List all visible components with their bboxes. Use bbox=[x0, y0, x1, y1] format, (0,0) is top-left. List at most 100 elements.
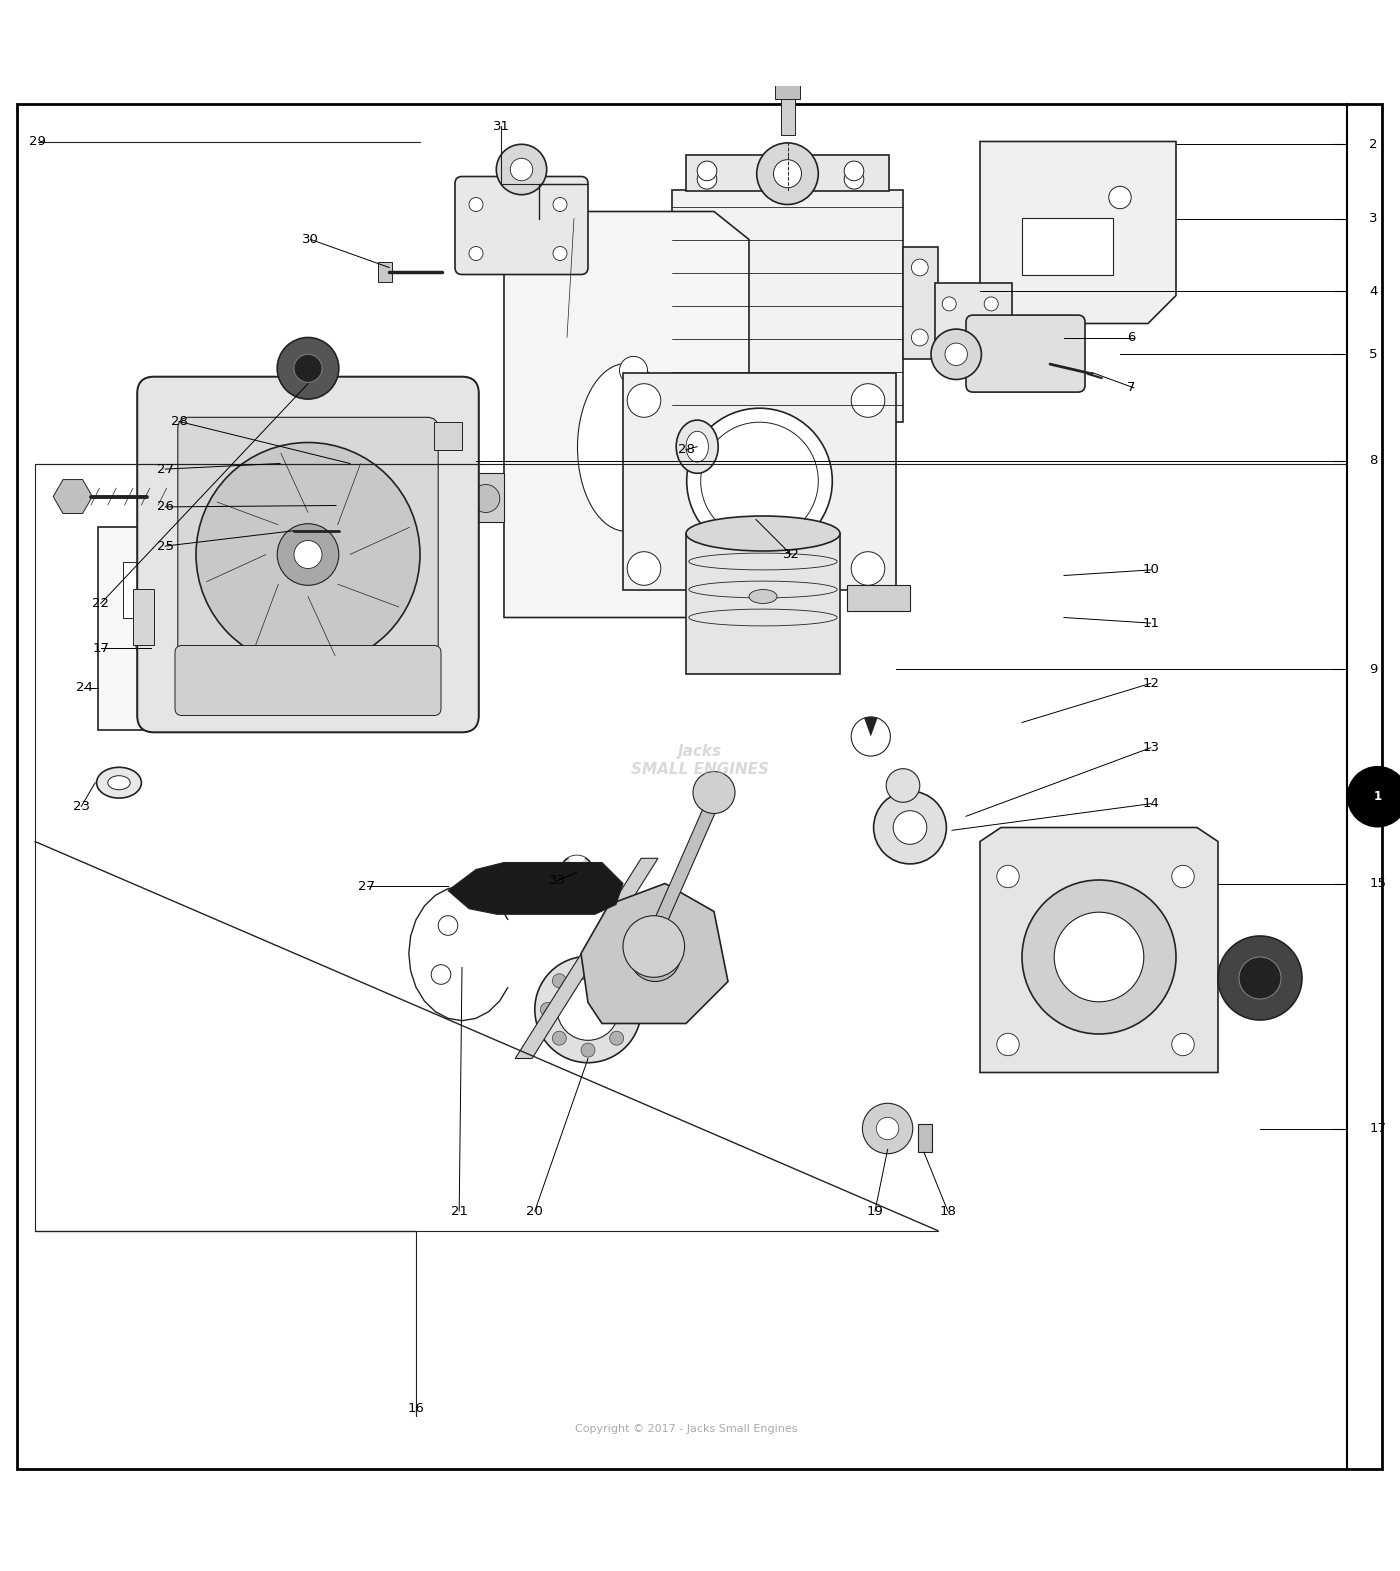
FancyBboxPatch shape bbox=[137, 377, 479, 732]
Circle shape bbox=[627, 383, 661, 418]
Ellipse shape bbox=[211, 630, 237, 661]
Circle shape bbox=[1218, 936, 1302, 1020]
Circle shape bbox=[687, 408, 833, 555]
Polygon shape bbox=[515, 858, 658, 1059]
Circle shape bbox=[552, 974, 566, 988]
Text: 26: 26 bbox=[157, 501, 174, 514]
Polygon shape bbox=[581, 883, 728, 1023]
Circle shape bbox=[610, 1031, 624, 1045]
Circle shape bbox=[844, 170, 864, 189]
Text: 13: 13 bbox=[1142, 742, 1159, 754]
Circle shape bbox=[553, 198, 567, 212]
Bar bbox=[776, 85, 801, 99]
Circle shape bbox=[697, 170, 717, 189]
Bar bbox=[672, 190, 903, 421]
Circle shape bbox=[277, 523, 339, 586]
Text: 18: 18 bbox=[939, 1205, 956, 1218]
Wedge shape bbox=[864, 716, 878, 737]
Text: 14: 14 bbox=[1142, 796, 1159, 811]
Circle shape bbox=[1172, 866, 1194, 888]
Circle shape bbox=[354, 467, 416, 528]
Circle shape bbox=[552, 1031, 566, 1045]
Circle shape bbox=[277, 338, 339, 399]
Circle shape bbox=[942, 297, 956, 311]
Bar bbox=[633, 239, 672, 366]
Circle shape bbox=[371, 484, 399, 512]
Circle shape bbox=[874, 792, 946, 864]
Circle shape bbox=[294, 355, 322, 382]
Ellipse shape bbox=[337, 457, 357, 485]
Polygon shape bbox=[980, 828, 1218, 1073]
Circle shape bbox=[1172, 1034, 1194, 1056]
Ellipse shape bbox=[326, 445, 368, 500]
Text: 17: 17 bbox=[92, 643, 109, 655]
Text: 6: 6 bbox=[1127, 331, 1135, 344]
FancyBboxPatch shape bbox=[966, 316, 1085, 393]
Circle shape bbox=[560, 856, 594, 889]
Circle shape bbox=[431, 965, 451, 985]
Circle shape bbox=[510, 159, 532, 181]
Circle shape bbox=[622, 1002, 636, 1016]
Circle shape bbox=[893, 811, 927, 844]
Circle shape bbox=[472, 484, 500, 512]
Text: 3: 3 bbox=[1369, 212, 1378, 225]
Circle shape bbox=[496, 145, 546, 195]
Text: 28: 28 bbox=[678, 443, 694, 456]
Circle shape bbox=[911, 328, 928, 346]
Bar bbox=[686, 534, 840, 674]
Circle shape bbox=[630, 932, 680, 982]
Ellipse shape bbox=[686, 432, 708, 462]
Text: 4: 4 bbox=[1369, 284, 1378, 298]
Bar bbox=[781, 99, 795, 135]
Circle shape bbox=[697, 162, 717, 181]
Text: 21: 21 bbox=[451, 1205, 468, 1218]
Wedge shape bbox=[568, 856, 585, 872]
Circle shape bbox=[553, 247, 567, 261]
Text: 32: 32 bbox=[783, 548, 799, 561]
Bar bbox=[123, 561, 162, 617]
Ellipse shape bbox=[749, 589, 777, 603]
Text: 15: 15 bbox=[1369, 877, 1386, 891]
FancyBboxPatch shape bbox=[455, 176, 588, 275]
Circle shape bbox=[610, 974, 624, 988]
Circle shape bbox=[196, 443, 420, 666]
Bar bbox=[469, 473, 504, 522]
Bar bbox=[378, 262, 392, 281]
Circle shape bbox=[701, 423, 818, 540]
Bar bbox=[903, 247, 938, 358]
Bar bbox=[918, 1125, 932, 1152]
Circle shape bbox=[693, 771, 735, 814]
Circle shape bbox=[623, 916, 685, 977]
Text: 10: 10 bbox=[1142, 564, 1159, 577]
Circle shape bbox=[997, 1034, 1019, 1056]
FancyBboxPatch shape bbox=[178, 418, 438, 691]
Text: 25: 25 bbox=[157, 539, 174, 553]
Circle shape bbox=[557, 979, 619, 1040]
Circle shape bbox=[581, 1043, 595, 1057]
Circle shape bbox=[540, 1002, 554, 1016]
Circle shape bbox=[851, 383, 885, 418]
Circle shape bbox=[844, 162, 864, 181]
Ellipse shape bbox=[577, 363, 675, 531]
Polygon shape bbox=[448, 862, 623, 914]
Text: 20: 20 bbox=[526, 1205, 543, 1218]
Circle shape bbox=[294, 540, 322, 569]
Text: 31: 31 bbox=[493, 119, 510, 132]
Circle shape bbox=[469, 247, 483, 261]
Circle shape bbox=[756, 143, 818, 204]
Ellipse shape bbox=[676, 419, 718, 473]
Circle shape bbox=[911, 259, 928, 276]
FancyBboxPatch shape bbox=[175, 646, 441, 715]
Circle shape bbox=[1054, 913, 1144, 1002]
Circle shape bbox=[619, 357, 647, 385]
Text: 27: 27 bbox=[358, 880, 375, 892]
Text: 7: 7 bbox=[1127, 382, 1135, 394]
Circle shape bbox=[942, 339, 956, 353]
Circle shape bbox=[984, 339, 998, 353]
Text: 17: 17 bbox=[1369, 1122, 1386, 1134]
Polygon shape bbox=[277, 412, 354, 478]
Text: 2: 2 bbox=[1369, 138, 1378, 151]
Polygon shape bbox=[504, 212, 749, 617]
Ellipse shape bbox=[97, 767, 141, 798]
Polygon shape bbox=[980, 141, 1176, 324]
